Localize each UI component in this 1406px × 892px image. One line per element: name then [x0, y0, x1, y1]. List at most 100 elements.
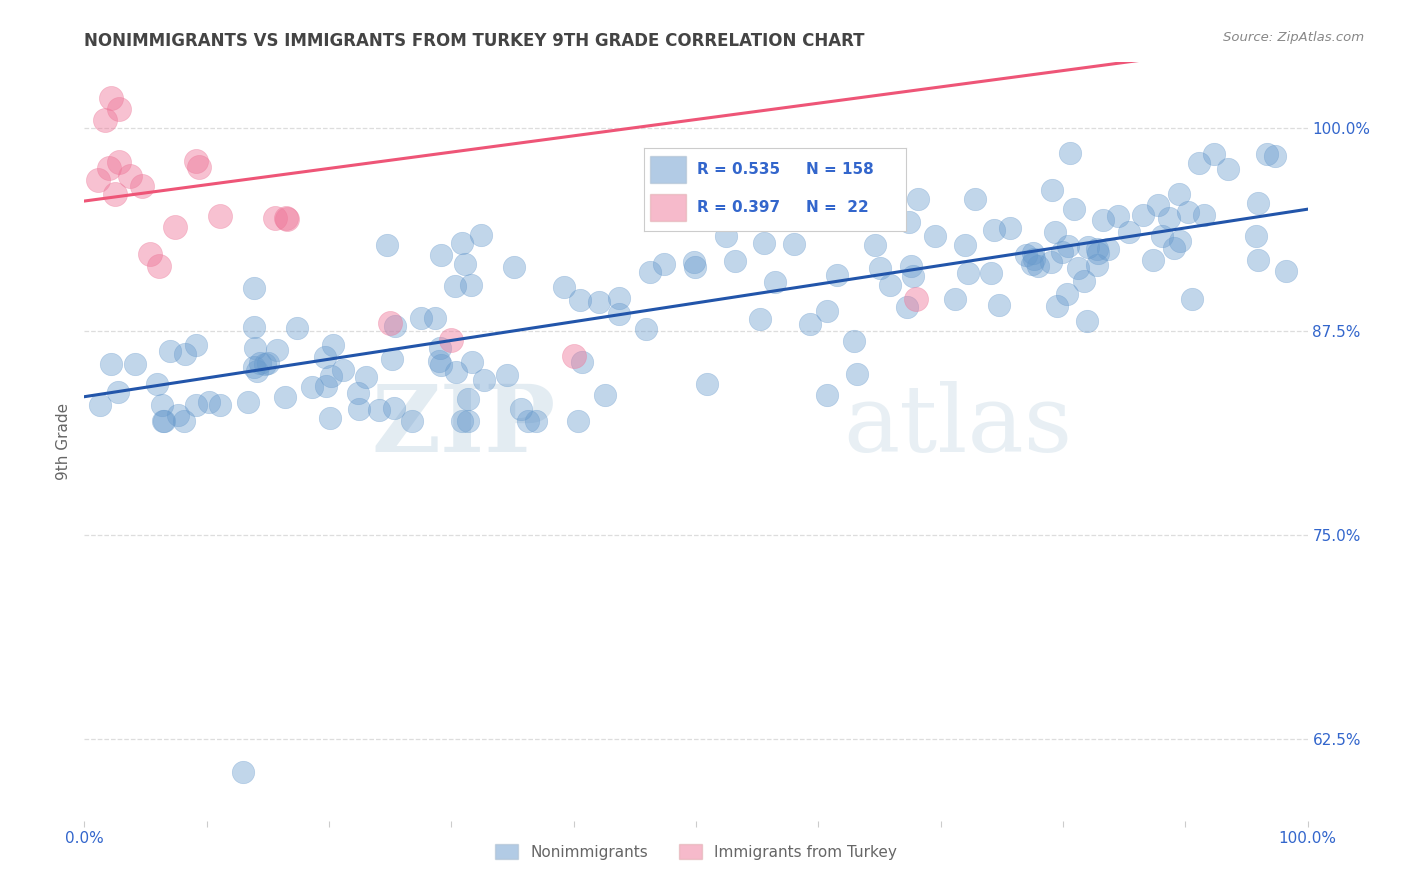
- Point: [763, 275, 786, 289]
- Point: [146, 377, 169, 392]
- Point: [159, 343, 181, 358]
- Point: [253, 357, 276, 371]
- Point: [347, 385, 370, 400]
- Point: [1157, 211, 1180, 226]
- Y-axis label: 9th Grade: 9th Grade: [56, 403, 72, 480]
- Point: [173, 414, 195, 428]
- Point: [988, 298, 1011, 312]
- Point: [87, 172, 110, 186]
- Point: [1056, 287, 1078, 301]
- Point: [634, 322, 657, 336]
- Point: [907, 192, 929, 206]
- Point: [1192, 208, 1215, 222]
- Point: [901, 268, 924, 283]
- Point: [153, 414, 176, 428]
- Point: [186, 398, 208, 412]
- Point: [174, 347, 197, 361]
- Point: [943, 292, 966, 306]
- Point: [276, 211, 298, 226]
- Point: [1063, 202, 1085, 216]
- Point: [1026, 259, 1049, 273]
- Point: [562, 349, 585, 363]
- Point: [827, 268, 849, 282]
- Point: [107, 385, 129, 400]
- Point: [815, 388, 838, 402]
- Point: [724, 253, 747, 268]
- Point: [607, 291, 630, 305]
- Point: [1180, 293, 1202, 307]
- Point: [1188, 156, 1211, 170]
- Legend: Nonimmigrants, Immigrants from Turkey: Nonimmigrants, Immigrants from Turkey: [489, 838, 903, 866]
- Point: [384, 401, 406, 415]
- Point: [444, 279, 467, 293]
- Point: [246, 364, 269, 378]
- Point: [243, 281, 266, 295]
- Point: [257, 355, 280, 369]
- Point: [208, 209, 231, 223]
- Point: [496, 368, 519, 383]
- Point: [1015, 248, 1038, 262]
- Point: [1024, 252, 1046, 266]
- Point: [714, 229, 737, 244]
- Point: [285, 320, 308, 334]
- Point: [301, 379, 323, 393]
- Point: [1177, 205, 1199, 219]
- Point: [430, 248, 453, 262]
- Point: [1067, 261, 1090, 276]
- Point: [1059, 146, 1081, 161]
- Point: [783, 237, 806, 252]
- Point: [243, 360, 266, 375]
- Point: [186, 154, 208, 169]
- Point: [429, 341, 451, 355]
- Point: [454, 257, 477, 271]
- Point: [588, 295, 610, 310]
- Point: [516, 414, 538, 428]
- Point: [877, 182, 900, 196]
- Point: [332, 362, 354, 376]
- Point: [314, 351, 336, 365]
- Point: [474, 373, 496, 387]
- Point: [274, 211, 297, 225]
- Point: [1046, 300, 1069, 314]
- Point: [457, 414, 479, 428]
- Point: [104, 186, 127, 201]
- Point: [654, 257, 676, 271]
- Point: [401, 414, 423, 428]
- Point: [198, 395, 221, 409]
- Point: [595, 388, 617, 402]
- Point: [1085, 258, 1108, 272]
- Point: [683, 260, 706, 274]
- Point: [1085, 242, 1108, 256]
- Point: [427, 354, 450, 368]
- Point: [411, 310, 433, 325]
- Point: [131, 179, 153, 194]
- Point: [165, 220, 187, 235]
- Text: R = 0.535: R = 0.535: [696, 162, 780, 178]
- Point: [1022, 246, 1045, 260]
- Point: [898, 214, 921, 228]
- Point: [108, 155, 131, 169]
- Point: [1050, 245, 1073, 260]
- Point: [264, 211, 287, 226]
- Point: [1202, 147, 1225, 161]
- Point: [900, 259, 922, 273]
- Point: [682, 254, 704, 268]
- Point: [638, 265, 661, 279]
- Point: [1264, 148, 1286, 162]
- Point: [953, 237, 976, 252]
- Point: [232, 764, 254, 779]
- Point: [879, 277, 901, 292]
- Point: [384, 318, 406, 333]
- Point: [152, 414, 174, 428]
- Point: [1118, 225, 1140, 239]
- Point: [1076, 313, 1098, 327]
- Point: [354, 370, 377, 384]
- Point: [380, 316, 402, 330]
- Point: [139, 247, 162, 261]
- Point: [696, 376, 718, 391]
- Point: [983, 222, 1005, 236]
- Point: [924, 229, 946, 244]
- Point: [167, 408, 190, 422]
- Bar: [650, 194, 686, 221]
- Point: [315, 379, 337, 393]
